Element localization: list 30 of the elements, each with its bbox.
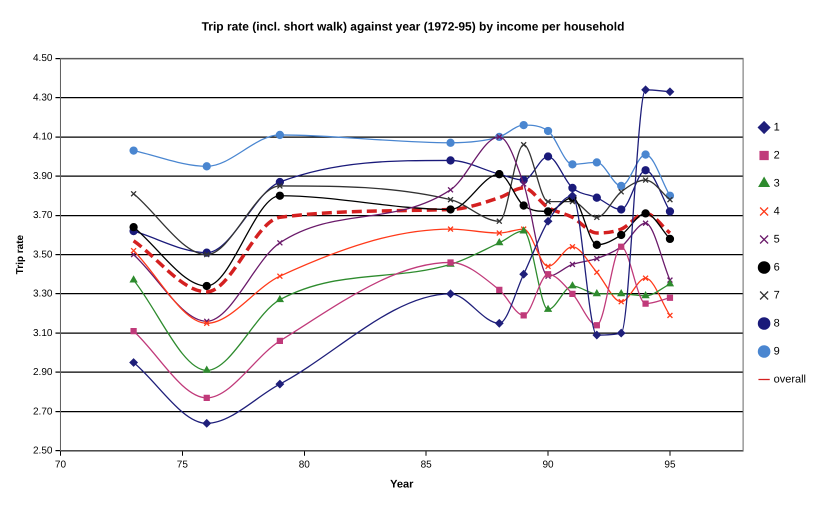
legend-label: 5 [774, 234, 780, 246]
x-tick-label: 95 [664, 460, 676, 471]
legend-label: 3 [774, 178, 780, 190]
x-tick-label: 80 [298, 460, 310, 471]
x-tick-label: 90 [542, 460, 554, 471]
y-tick-label: 2.50 [32, 446, 53, 457]
y-tick-label: 4.50 [32, 53, 53, 64]
y-tick-label: 4.10 [32, 132, 53, 143]
x-axis-title: Year [390, 478, 414, 490]
legend-label: 2 [774, 150, 780, 162]
y-tick-label: 4.30 [32, 92, 53, 104]
legend-label: 4 [774, 206, 780, 218]
legend-label: 7 [774, 290, 780, 302]
y-tick-label: 3.90 [32, 170, 53, 182]
x-tick-label: 70 [54, 460, 66, 471]
legend-label: 9 [774, 346, 780, 358]
y-tick-label: 3.30 [32, 288, 53, 300]
y-tick-label: 3.10 [32, 328, 53, 339]
x-tick-label: 75 [176, 460, 188, 471]
x-tick-label: 85 [420, 460, 432, 471]
y-tick-label: 3.70 [32, 210, 53, 222]
legend-label: overall [774, 374, 806, 386]
y-axis-title: Trip rate [14, 234, 26, 274]
legend-label: 1 [774, 122, 780, 134]
chart-title: Trip rate (incl. short walk) against year (1972-95) by income per household [202, 20, 624, 34]
y-tick-label: 2.70 [32, 406, 53, 418]
legend-label: 8 [774, 318, 780, 330]
y-tick-label: 2.90 [32, 367, 53, 378]
legend-label: 6 [774, 262, 780, 274]
y-tick-label: 3.50 [32, 249, 53, 260]
